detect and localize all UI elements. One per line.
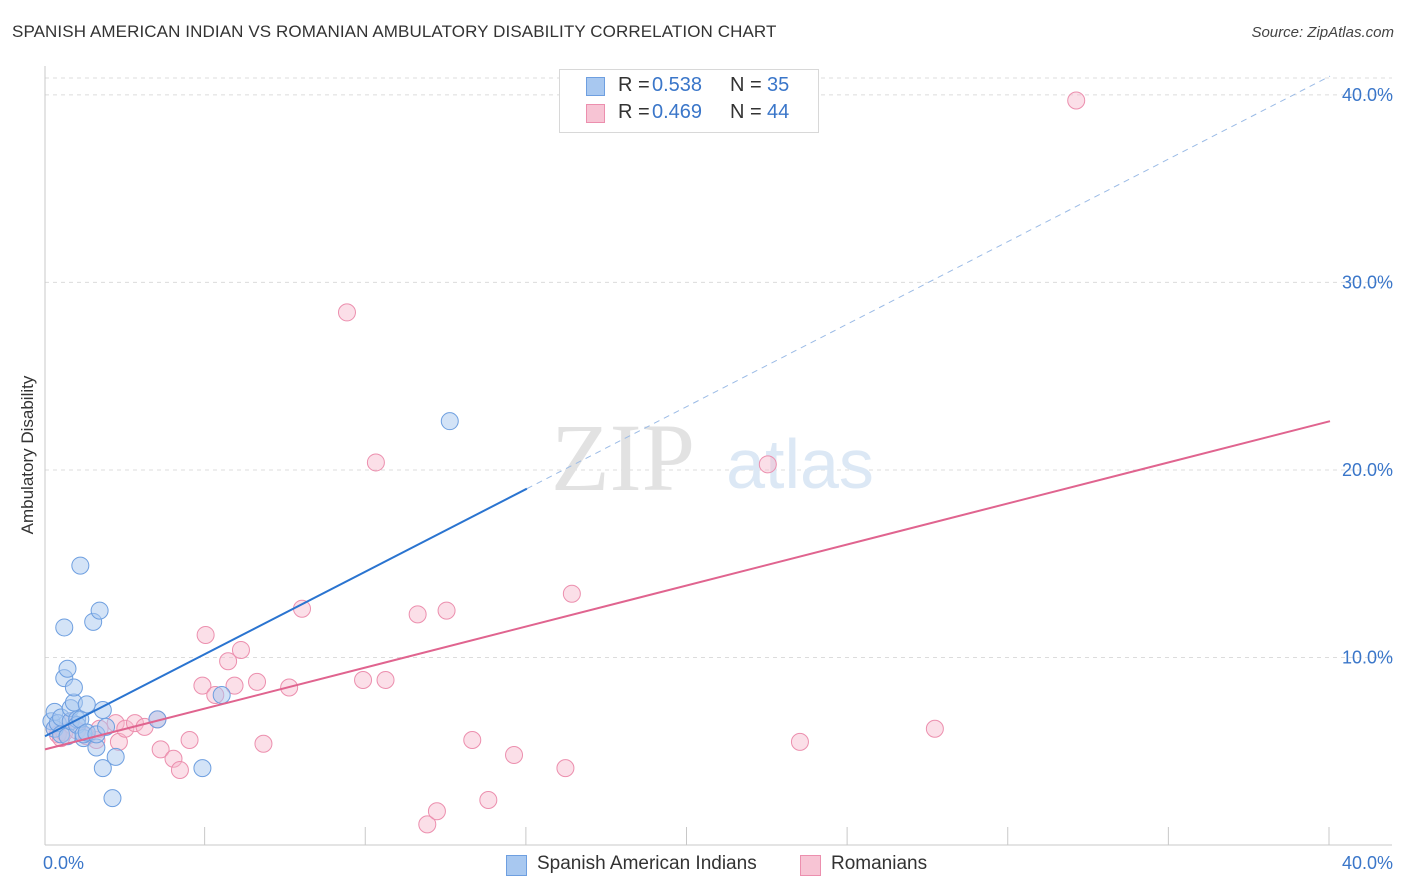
bottom-legend-swatch-blue	[506, 855, 527, 876]
spanish-american-indians-point	[193, 759, 212, 778]
spanish-american-indians-point	[71, 556, 90, 575]
spanish-american-indians-point	[93, 759, 112, 778]
bottom-legend-label: Spanish American Indians	[537, 853, 757, 874]
watermark: ZIP atlas	[551, 404, 874, 511]
tick-labels: 10.0% 20.0% 30.0% 40.0% 0.0% 40.0%	[43, 85, 1393, 873]
romanians-point	[293, 599, 311, 618]
legend-n-value: 35	[767, 74, 790, 96]
romanians-point	[170, 760, 189, 779]
romanians-point	[408, 605, 427, 624]
legend-r-value: 0.469	[652, 101, 703, 123]
romanians-point	[479, 790, 498, 809]
spanish-american-indians-point	[106, 747, 125, 766]
watermark-atlas: atlas	[726, 425, 874, 503]
romanians-point	[505, 745, 524, 764]
chart-title: SPANISH AMERICAN INDIAN VS ROMANIAN AMBU…	[12, 22, 777, 41]
romanians-point	[225, 676, 244, 695]
romanians-point	[925, 719, 944, 738]
y-tick-label: 40.0%	[1342, 85, 1393, 105]
spanish-american-indians-point	[55, 618, 74, 637]
legend-swatch-pink	[586, 104, 605, 123]
spanish-american-indians-point	[58, 659, 77, 678]
watermark-zip: ZIP	[551, 404, 695, 511]
spanish-american-indians-trend-line	[44, 487, 528, 738]
romanians-point	[337, 303, 356, 322]
romanians-point	[219, 652, 238, 671]
spanish-american-indians-point	[103, 789, 122, 808]
romanians-point	[248, 672, 267, 691]
bottom-legend-swatch-pink	[800, 855, 821, 876]
romanians-point	[562, 584, 581, 603]
legend-r-label: R =	[618, 74, 650, 96]
bottom-legend-label: Romanians	[831, 853, 928, 874]
romanians-point	[437, 601, 456, 620]
romanians-point	[790, 732, 809, 751]
romanians-point	[418, 815, 437, 834]
spanish-american-indians-point	[77, 695, 96, 714]
spanish-american-indians-point	[97, 717, 116, 736]
spanish-american-indians-point	[212, 685, 231, 704]
romanians-point	[427, 802, 446, 821]
source-label: Source: ZipAtlas.com	[1251, 24, 1394, 41]
romanians-point	[151, 740, 170, 759]
trend-lines	[44, 75, 1331, 751]
spanish-american-indians-point	[90, 601, 109, 620]
axes-layer	[44, 66, 1392, 846]
romanians-point	[556, 759, 575, 778]
romanians-point	[376, 670, 395, 689]
spanish-american-indians-points	[42, 412, 459, 808]
spanish-american-indians-point	[440, 412, 459, 431]
grid-layer	[45, 77, 1392, 658]
legend-n-value: 44	[767, 101, 790, 123]
romanians-point	[231, 640, 250, 659]
romanians-point	[164, 749, 183, 768]
spanish-american-indians-point	[64, 678, 83, 697]
y-axis-label: Ambulatory Disability	[18, 375, 37, 535]
x-tick-label: 0.0%	[43, 853, 84, 873]
romanians-point	[196, 625, 215, 644]
romanians-point	[193, 676, 212, 695]
romanians-trend-line	[44, 420, 1331, 751]
x-tick-label: 40.0%	[1342, 853, 1393, 873]
legend-swatch-blue	[586, 77, 605, 96]
legend-n-label: N =	[730, 101, 762, 123]
romanians-point	[366, 453, 385, 472]
y-tick-label: 10.0%	[1342, 647, 1393, 667]
y-tick-label: 20.0%	[1342, 460, 1393, 480]
romanians-point	[758, 455, 777, 474]
romanians-point	[254, 734, 273, 753]
y-tick-label: 30.0%	[1342, 272, 1393, 292]
spanish-american-indians-trend-extension	[526, 75, 1331, 490]
legend-r-value: 0.538	[652, 74, 703, 96]
legend-n-label: N =	[730, 74, 762, 96]
romanians-point	[463, 730, 482, 749]
correlation-legend: R = 0.538 N = 35 R = 0.469 N = 44	[559, 69, 819, 133]
romanians-point	[354, 670, 373, 689]
romanians-point	[1067, 91, 1086, 110]
legend-r-label: R =	[618, 101, 650, 123]
romanians-point	[180, 730, 199, 749]
